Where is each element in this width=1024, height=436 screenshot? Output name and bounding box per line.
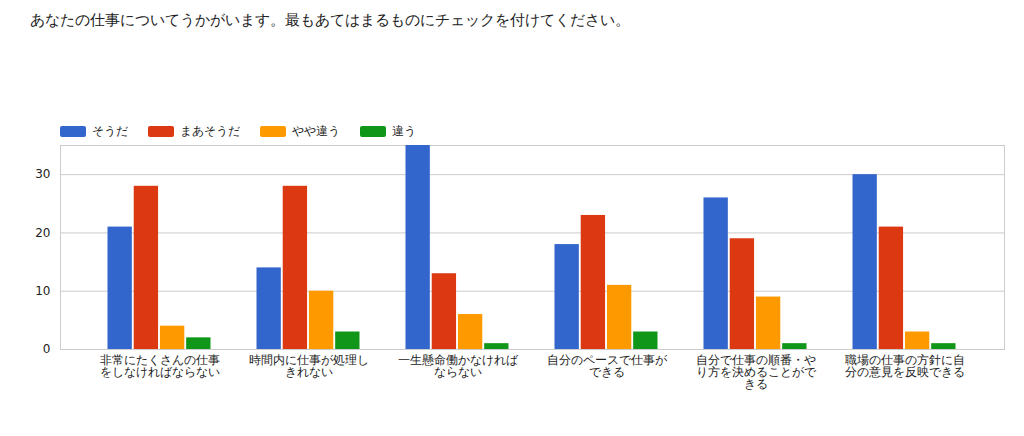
html-text:そうだ: そうだ — [92, 123, 128, 138]
svg-text:一生懸命働かなければならない: 一生懸命働かなければならない — [398, 353, 519, 379]
svg-text:20: 20 — [35, 226, 50, 240]
html-text:違う: 違う — [392, 123, 416, 138]
svg-text:非常にたくさんの仕事をしなければならない: 非常にたくさんの仕事をしなければならない — [100, 353, 220, 379]
svg-text:自分で仕事の順番・やり方を決めることができる: 自分で仕事の順番・やり方を決めることができる — [696, 353, 817, 391]
html-text:まあそうだ: まあそうだ — [180, 123, 240, 138]
svg-text:時間内に仕事が処理しきれない: 時間内に仕事が処理しきれない — [249, 353, 369, 379]
html-text:あなたの仕事についてうかがいます。最もあてはまるものにチェッ: あなたの仕事についてうかがいます。最もあてはまるものにチェックを付けてください。 — [30, 11, 630, 29]
svg-text:30: 30 — [35, 167, 50, 181]
svg-text:0: 0 — [43, 342, 51, 356]
svg-text:10: 10 — [35, 284, 50, 298]
html-text:やや違う: やや違う — [292, 123, 340, 138]
svg-text:職場の仕事の方針に自分の意見を反映できる: 職場の仕事の方針に自分の意見を反映できる — [845, 353, 965, 379]
svg-text:自分のペースで仕事ができる: 自分のペースで仕事ができる — [547, 353, 668, 379]
